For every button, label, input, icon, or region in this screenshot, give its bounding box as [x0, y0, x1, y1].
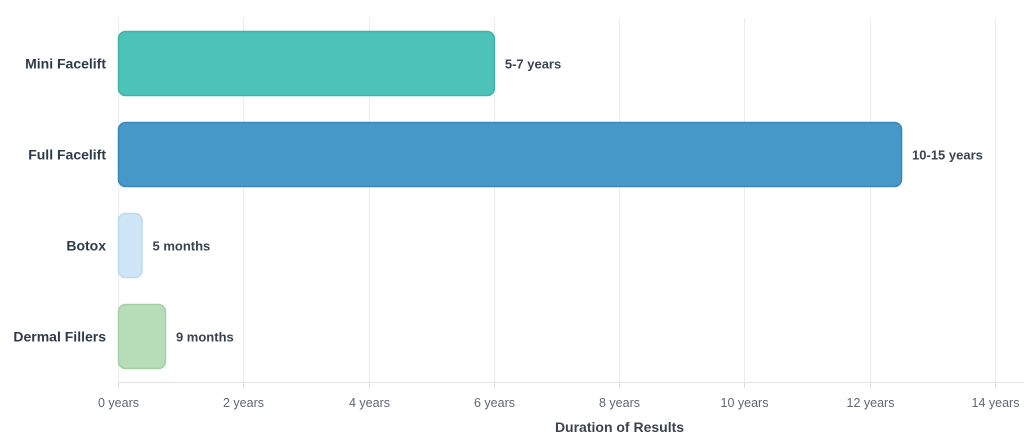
x-tick-label: 4 years [349, 396, 390, 410]
x-tick-label: 8 years [599, 396, 640, 410]
x-tick-label: 0 years [98, 396, 139, 410]
x-axis-title: Duration of Results [555, 419, 684, 435]
bars [117, 30, 903, 370]
bar [117, 212, 143, 279]
x-tick-label: 2 years [223, 396, 264, 410]
bar [117, 303, 167, 370]
x-tick-label: 14 years [972, 396, 1020, 410]
category-label: Mini Facelift [25, 56, 106, 72]
labels: Mini Facelift 5-7 years Full Facelift 10-15… [13, 56, 982, 345]
data-label: 10-15 years [912, 148, 983, 163]
category-label: Dermal Fillers [13, 329, 106, 345]
x-axis: 0 years 2 years 4 years 6 years 8 years 10 ye… [98, 382, 1024, 410]
data-label: 9 months [176, 330, 234, 345]
x-tick-label: 10 years [721, 396, 769, 410]
category-label: Botox [66, 238, 106, 254]
x-tick-label: 6 years [474, 396, 515, 410]
category-label: Full Facelift [28, 147, 106, 163]
data-label: 5-7 years [505, 57, 561, 72]
data-label: 5 months [152, 239, 210, 254]
x-tick-label: 12 years [847, 396, 895, 410]
bar [117, 30, 496, 97]
bar [117, 121, 903, 188]
